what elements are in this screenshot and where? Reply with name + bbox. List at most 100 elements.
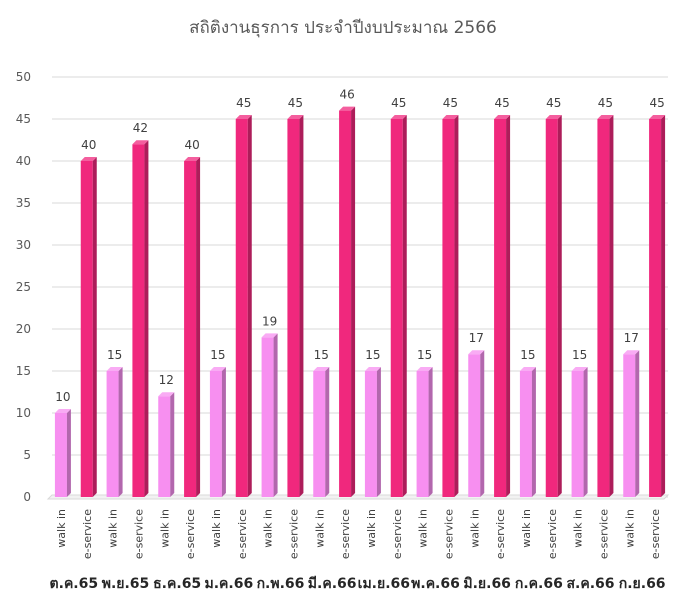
bar-top bbox=[468, 350, 485, 355]
x-tick-label: e-service bbox=[184, 509, 197, 559]
month-label: ต.ค.65 bbox=[50, 576, 99, 592]
bar-top bbox=[235, 115, 252, 119]
bar-top bbox=[623, 350, 640, 355]
bar-side bbox=[325, 367, 330, 497]
bar bbox=[416, 371, 429, 497]
bar bbox=[545, 119, 558, 497]
bar-top bbox=[416, 367, 433, 371]
data-label: 40 bbox=[184, 138, 199, 152]
bar-side bbox=[221, 367, 226, 497]
y-tick-label: 5 bbox=[23, 448, 31, 462]
y-tick-label: 25 bbox=[16, 280, 31, 294]
bar bbox=[519, 371, 532, 497]
x-tick-label: e-service bbox=[287, 509, 300, 559]
bar-top bbox=[339, 106, 356, 111]
y-tick-label: 10 bbox=[16, 406, 31, 420]
bar-top bbox=[442, 115, 459, 119]
bar-top bbox=[209, 367, 226, 371]
x-tick-label: e-service bbox=[132, 509, 145, 559]
data-label: 15 bbox=[107, 348, 122, 362]
data-label: 19 bbox=[262, 314, 277, 328]
month-label: ก.พ.66 bbox=[257, 576, 305, 592]
x-tick-label: walk in bbox=[262, 509, 275, 548]
y-tick-label: 40 bbox=[16, 154, 31, 168]
bar-top bbox=[313, 367, 330, 371]
x-tick-label: walk in bbox=[55, 509, 68, 548]
bar-top bbox=[184, 157, 201, 161]
bar bbox=[623, 354, 636, 497]
data-label: 45 bbox=[494, 96, 509, 110]
data-label: 45 bbox=[236, 96, 251, 110]
month-label: มี.ค.66 bbox=[308, 576, 357, 592]
y-tick-label: 50 bbox=[16, 70, 31, 84]
bar-side bbox=[247, 115, 252, 497]
bar-top bbox=[597, 115, 614, 119]
bar-side bbox=[376, 367, 381, 497]
bar bbox=[364, 371, 377, 497]
bar-side bbox=[118, 367, 123, 497]
x-tick-label: e-service bbox=[236, 509, 249, 559]
bar-side bbox=[170, 392, 175, 497]
bar-side bbox=[196, 157, 201, 497]
bar-side bbox=[351, 106, 356, 497]
bar-side bbox=[66, 409, 71, 497]
x-tick-label: e-service bbox=[649, 509, 662, 559]
data-label: 46 bbox=[339, 88, 354, 102]
data-label: 10 bbox=[55, 390, 70, 404]
bar-side bbox=[583, 367, 588, 497]
data-label: 12 bbox=[159, 373, 174, 387]
bar-top bbox=[80, 157, 97, 161]
x-tick-label: e-service bbox=[339, 509, 352, 559]
y-tick-label: 35 bbox=[16, 196, 31, 210]
bar-side bbox=[531, 367, 536, 497]
bar-top bbox=[158, 392, 175, 397]
month-label: ม.ค.66 bbox=[204, 576, 253, 592]
data-label: 45 bbox=[598, 96, 613, 110]
data-label: 45 bbox=[288, 96, 303, 110]
x-tick-label: walk in bbox=[417, 509, 430, 548]
bar bbox=[287, 119, 300, 497]
bar-top bbox=[54, 409, 71, 413]
bar bbox=[106, 371, 119, 497]
x-tick-label: walk in bbox=[468, 509, 481, 548]
bar-side bbox=[557, 115, 562, 497]
data-label: 42 bbox=[133, 121, 148, 135]
data-label: 15 bbox=[314, 348, 329, 362]
bar bbox=[597, 119, 610, 497]
y-tick-label: 15 bbox=[16, 364, 31, 378]
bar-top bbox=[494, 115, 511, 119]
bar bbox=[261, 337, 274, 497]
bar bbox=[339, 110, 352, 497]
data-label: 15 bbox=[572, 348, 587, 362]
bar bbox=[442, 119, 455, 497]
bar-side bbox=[480, 350, 485, 497]
bar-top bbox=[519, 367, 536, 371]
bar-top bbox=[390, 115, 407, 119]
month-label: ก.ย.66 bbox=[619, 576, 666, 592]
bar-top bbox=[571, 367, 588, 371]
data-label: 40 bbox=[81, 138, 96, 152]
x-tick-label: walk in bbox=[158, 509, 171, 548]
bar bbox=[571, 371, 584, 497]
y-tick-label: 0 bbox=[23, 490, 31, 504]
bar-top bbox=[261, 333, 278, 338]
chart-title: สถิติงานธุรการ ประจำปีงบประมาณ 2566 bbox=[189, 18, 497, 38]
bar bbox=[235, 119, 248, 497]
bar-side bbox=[635, 350, 640, 497]
bar bbox=[80, 161, 93, 497]
bar bbox=[158, 396, 171, 497]
x-tick-label: e-service bbox=[391, 509, 404, 559]
data-label: 45 bbox=[443, 96, 458, 110]
bar-side bbox=[454, 115, 459, 497]
month-label: ก.ค.66 bbox=[515, 576, 563, 592]
data-label: 45 bbox=[391, 96, 406, 110]
x-tick-label: e-service bbox=[546, 509, 559, 559]
data-label: 15 bbox=[520, 348, 535, 362]
bar bbox=[313, 371, 326, 497]
data-label: 17 bbox=[624, 331, 639, 345]
x-tick-label: walk in bbox=[210, 509, 223, 548]
bar bbox=[649, 119, 662, 497]
month-label: มิ.ย.66 bbox=[463, 576, 511, 592]
bar-top bbox=[649, 115, 666, 119]
